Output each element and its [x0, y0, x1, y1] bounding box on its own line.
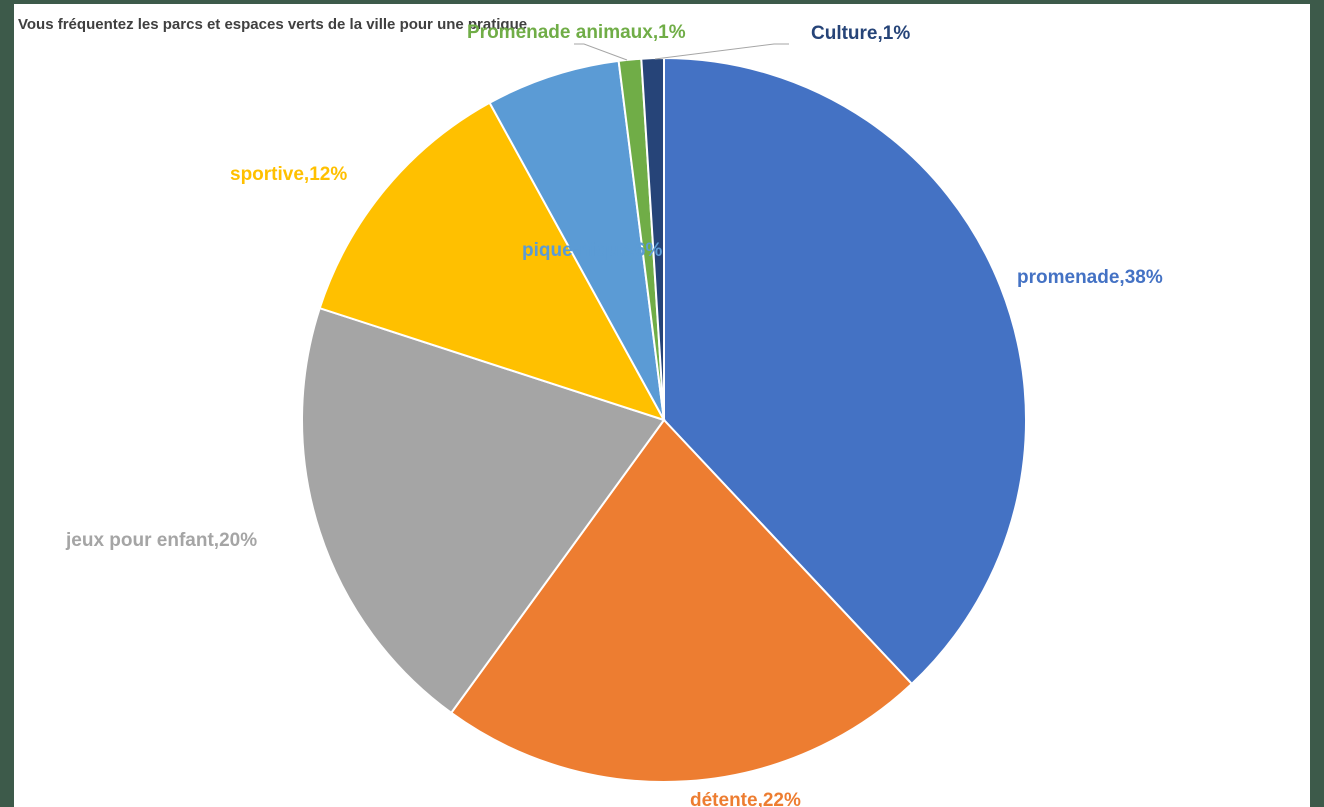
data-label-4: sportive,12%	[230, 164, 347, 185]
leader-lines	[574, 43, 789, 61]
pie-slice-4	[318, 101, 667, 422]
data-label-6: Promenade animaux,1%	[467, 22, 686, 43]
data-label-7: Culture,1%	[811, 23, 910, 44]
data-labels: promenade,38% détente,22% jeux pour enfant…	[65, 22, 1163, 807]
data-label-1: promenade,38%	[1017, 267, 1163, 288]
pie-slice-5	[488, 59, 665, 421]
chart-area: Vous fréquentez les parcs et espaces ver…	[14, 4, 1310, 807]
chart-title: Vous fréquentez les parcs et espaces ver…	[18, 16, 528, 33]
data-label-5: pique-nique,6%	[522, 240, 663, 261]
pie-chart: promenade,38% détente,22% jeux pour enfant…	[65, 22, 1163, 807]
pie-slice-1	[663, 56, 1027, 686]
pie-slices	[301, 56, 1027, 783]
data-label-3: jeux pour enfant,20%	[65, 530, 257, 551]
pie-slice-3	[301, 306, 666, 715]
data-label-2: détente,22%	[690, 790, 801, 807]
pie-slice-2	[449, 418, 914, 783]
leader-line-6	[574, 43, 628, 61]
leader-line-7	[654, 43, 789, 60]
